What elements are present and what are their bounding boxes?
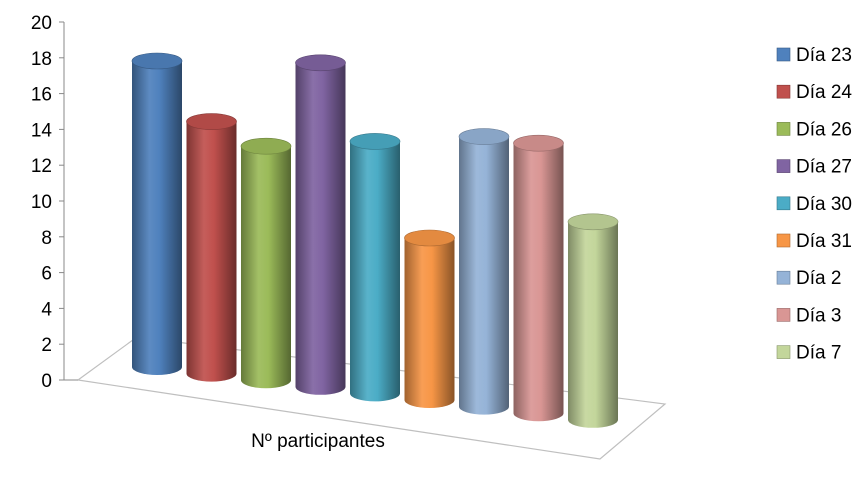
legend-label: Día 3	[796, 305, 841, 326]
legend-swatch	[776, 84, 791, 99]
legend-swatch	[776, 345, 791, 359]
bar-top	[240, 137, 292, 155]
legend-swatch	[776, 270, 791, 285]
legend-label: Día 24	[796, 82, 852, 103]
floor-wall	[76, 336, 667, 460]
y-tick-label: 18	[31, 49, 52, 70]
y-tick-label: 14	[31, 120, 53, 141]
y-axis: 0 2 4 6 8 10 12 14 16 18 20	[31, 13, 64, 392]
bar-top	[186, 113, 237, 130]
bar-top	[567, 213, 619, 231]
bar-d-a-24	[186, 113, 237, 382]
bar-d-a-27	[295, 54, 346, 395]
legend-swatch	[776, 308, 791, 322]
y-tick-label: 2	[41, 335, 52, 356]
legend-swatch	[776, 122, 791, 136]
legend-label: Día 2	[796, 268, 841, 289]
bar-d-a-31	[404, 229, 455, 408]
bar-d-a-7	[567, 213, 619, 428]
legend-swatch	[776, 196, 791, 211]
bars	[131, 52, 619, 428]
y-tick-label: 0	[41, 371, 52, 392]
y-tick-label: 4	[41, 299, 52, 320]
bar-d-a-23	[131, 52, 183, 375]
legend: Día 23 Día 24 Día 26 Día 27 Día 30 Día 31 Día …	[776, 45, 852, 364]
bar-body	[513, 143, 564, 422]
legend-swatch	[776, 159, 791, 173]
legend-label: Día 27	[796, 157, 852, 178]
bar-body	[458, 136, 509, 415]
bar-top	[295, 54, 346, 72]
bar-d-a-3	[513, 134, 564, 422]
bar-d-a-26	[240, 137, 292, 389]
bar-d-a-30	[349, 133, 401, 402]
legend-label: Día 30	[796, 194, 852, 215]
bar-body	[404, 238, 455, 408]
bar-body	[132, 61, 182, 375]
y-tick-label: 16	[31, 85, 52, 106]
y-tick-label: 20	[31, 13, 52, 34]
y-tick-label: 8	[41, 228, 52, 249]
bar-top	[458, 128, 510, 145]
y-tick-label: 10	[31, 192, 52, 213]
bar-body	[350, 141, 400, 402]
y-tick-label: 12	[31, 156, 52, 177]
bar-top	[131, 52, 183, 70]
legend-swatch	[776, 47, 791, 62]
bar-body	[241, 146, 291, 389]
legend-label: Día 23	[796, 45, 852, 66]
bar-body	[568, 221, 618, 428]
legend-label: Día 7	[796, 343, 841, 364]
bar-body	[295, 62, 346, 395]
bar-body	[186, 121, 237, 382]
legend-label: Día 26	[796, 119, 852, 140]
bar-top	[513, 134, 564, 152]
x-axis-title: Nº participantes	[251, 431, 385, 452]
bar-d-a-2	[458, 128, 510, 415]
y-tick-label: 6	[41, 264, 52, 285]
bar-top	[349, 133, 401, 150]
legend-label: Día 31	[796, 231, 852, 252]
legend-swatch	[776, 233, 791, 248]
bar-top	[404, 229, 455, 247]
